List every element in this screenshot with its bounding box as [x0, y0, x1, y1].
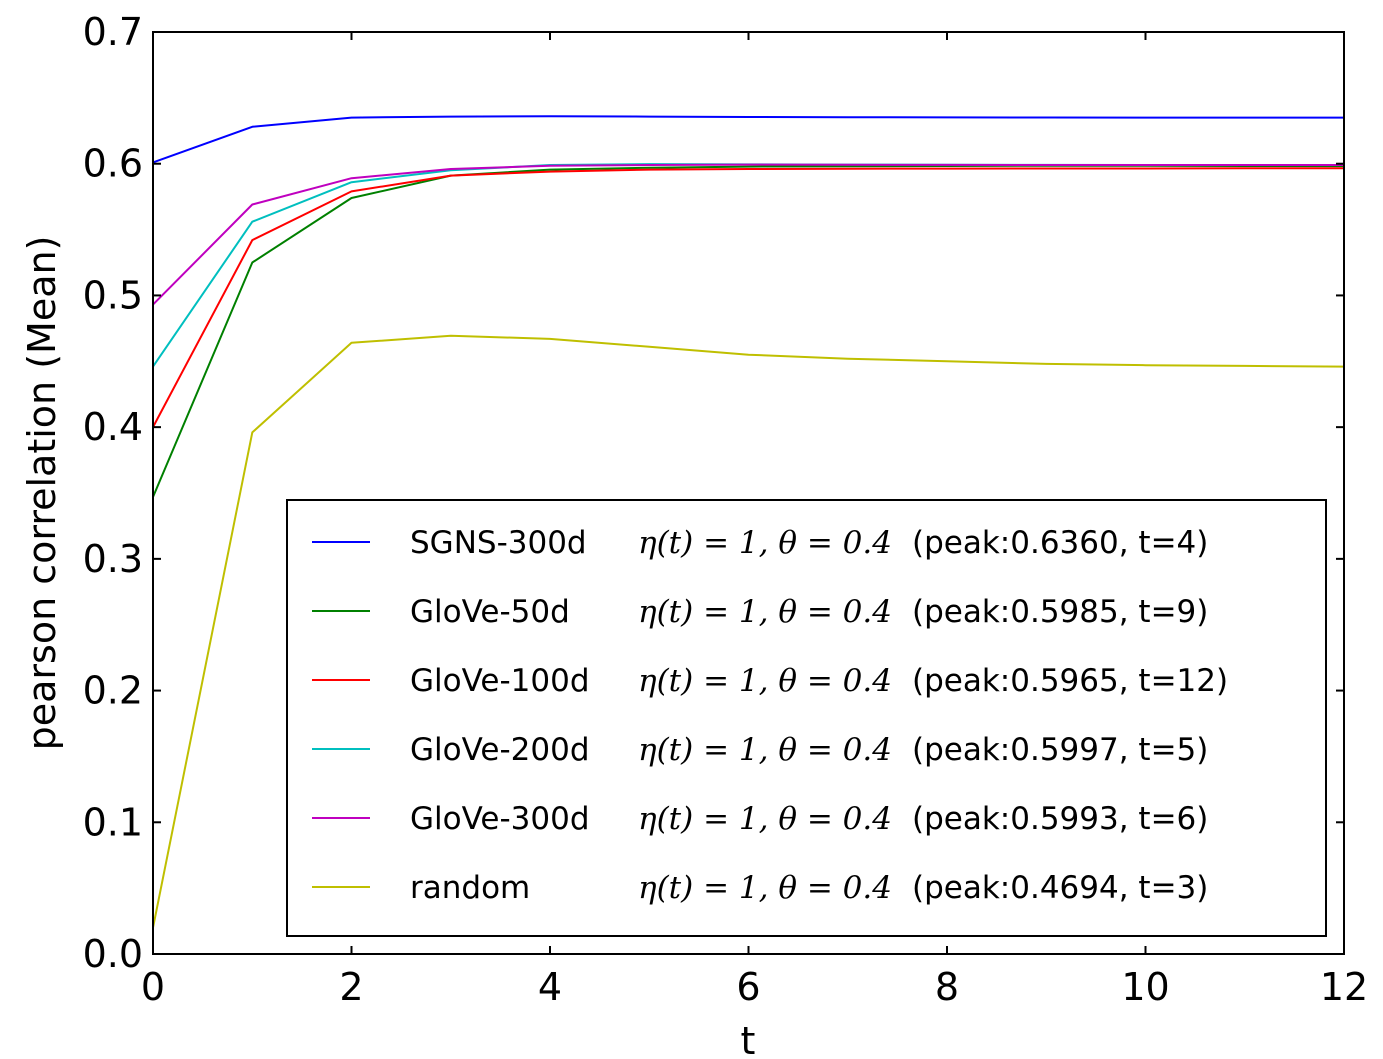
legend-params: η(t) = 1, θ = 0.4 [638, 870, 892, 906]
legend-entry: SGNS-300d η(t) = 1, θ = 0.4 (peak:0.6360, … [312, 525, 1208, 561]
x-tick-label: 10 [1121, 965, 1169, 1009]
legend-series-name: random [410, 870, 530, 906]
legend-params: η(t) = 1, θ = 0.4 [638, 525, 892, 561]
legend: SGNS-300d η(t) = 1, θ = 0.4 (peak:0.6360, … [286, 499, 1327, 937]
series-line-glove-300d [152, 163, 1344, 306]
y-tick-label: 0.2 [83, 669, 143, 713]
legend-peak: (peak:0.4694, t=3) [912, 870, 1208, 906]
legend-params: η(t) = 1, θ = 0.4 [638, 801, 892, 837]
legend-entry: random η(t) = 1, θ = 0.4 (peak:0.4694, t=3… [312, 870, 1208, 906]
tick-labels: 0 2 4 6 8 10 12 0.0 0.1 0.2 0.3 0.4 0.5 0.6 0.7 [83, 10, 1369, 1009]
x-tick-label: 2 [339, 965, 363, 1009]
legend-series-name: GloVe-50d [410, 594, 570, 630]
legend-box [286, 499, 1327, 937]
legend-series-name: SGNS-300d [410, 525, 587, 561]
legend-entry: GloVe-300d η(t) = 1, θ = 0.4 (peak:0.5993,… [312, 801, 1208, 837]
x-tick-label: 0 [141, 965, 165, 1009]
legend-params: η(t) = 1, θ = 0.4 [638, 663, 892, 699]
y-tick-label: 0.1 [83, 800, 143, 844]
series-line-random [152, 334, 1345, 928]
legend-peak: (peak:0.5985, t=9) [912, 594, 1208, 630]
series-line-glove-100d [152, 167, 1344, 428]
legend-entry: GloVe-100d η(t) = 1, θ = 0.4 (peak:0.5965,… [312, 663, 1228, 699]
plot-lines [152, 115, 1345, 928]
x-tick-label: 6 [736, 965, 760, 1009]
y-tick-label: 0.7 [83, 10, 143, 54]
legend-series-name: GloVe-300d [410, 801, 590, 837]
y-tick-label: 0.5 [83, 273, 143, 317]
y-tick-label: 0.0 [83, 932, 143, 976]
series-line-sgns-300d [152, 115, 1344, 164]
plot-frame [152, 31, 1345, 955]
x-tick-label: 8 [935, 965, 959, 1009]
legend-entry: GloVe-200d η(t) = 1, θ = 0.4 (peak:0.5997,… [312, 732, 1208, 768]
legend-peak: (peak:0.5965, t=12) [912, 663, 1228, 699]
x-tick-label: 12 [1320, 965, 1368, 1009]
y-tick-label: 0.6 [83, 142, 143, 186]
legend-entry: GloVe-50d η(t) = 1, θ = 0.4 (peak:0.5985, … [312, 594, 1208, 630]
y-axis-label: pearson correlation (Mean) [20, 236, 64, 751]
legend-params: η(t) = 1, θ = 0.4 [638, 594, 892, 630]
y-tick-label: 0.3 [83, 537, 143, 581]
legend-series-name: GloVe-200d [410, 732, 590, 768]
y-tick-label: 0.4 [83, 405, 143, 449]
legend-peak: (peak:0.5993, t=6) [912, 801, 1208, 837]
x-tick-label: 4 [538, 965, 562, 1009]
legend-peak: (peak:0.6360, t=4) [912, 525, 1208, 561]
legend-peak: (peak:0.5997, t=5) [912, 732, 1208, 768]
legend-series-name: GloVe-100d [410, 663, 590, 699]
legend-params: η(t) = 1, θ = 0.4 [638, 732, 892, 768]
x-axis-label: t [741, 1019, 756, 1059]
